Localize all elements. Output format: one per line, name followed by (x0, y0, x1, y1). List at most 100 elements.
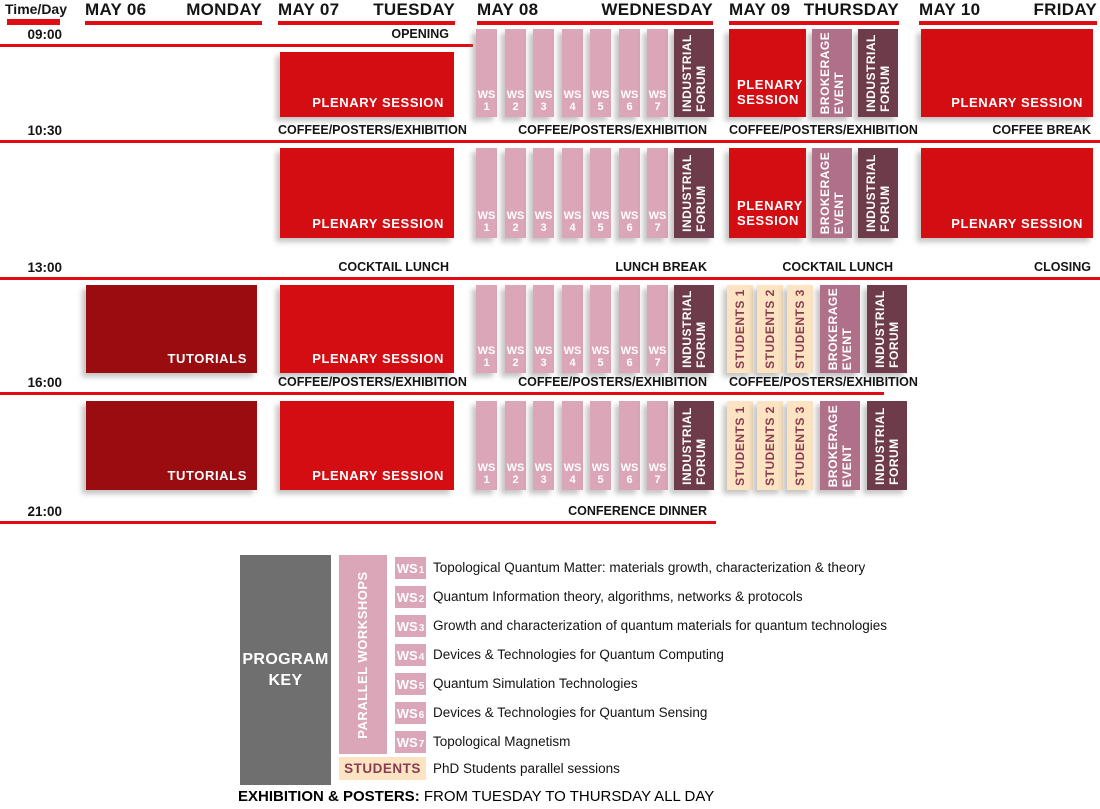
day-underline (729, 21, 899, 25)
session-label: WS 7 (648, 210, 667, 234)
session-label: BROKERAGE EVENT (818, 31, 846, 115)
workshop-badge-ws4: WS 4 (395, 644, 426, 666)
workshop-column: WS 6 (619, 29, 640, 117)
break-label: CONFERENCE DINNER (568, 504, 707, 518)
day-date: MAY 07 (278, 0, 340, 19)
session-label: WS 1 (477, 210, 496, 234)
session-label: WS 7 (648, 89, 667, 113)
session-label: WS 1 (477, 462, 496, 486)
day-header-mon: MAY 06 MONDAY (85, 0, 262, 26)
workshop-badge-number: 2 (418, 593, 425, 605)
exhibition-posters-note: EXHIBITION & POSTERS: FROM TUESDAY TO TH… (238, 788, 714, 805)
workshop-badge-ws3: WS 3 (395, 615, 426, 637)
break-label: COFFEE/POSTERS/EXHIBITION (278, 123, 467, 137)
session-label: WS 2 (506, 345, 525, 369)
students-column: STUDENTS 2 (757, 285, 783, 373)
session-label: INDUSTRIAL FORUM (873, 290, 901, 368)
session-label: WS 6 (620, 210, 639, 234)
workshop-column: WS 6 (619, 148, 640, 238)
workshop-column: WS 7 (647, 148, 668, 238)
session-label: BROKERAGE EVENT (826, 404, 854, 487)
workshop-column: WS 7 (647, 401, 668, 490)
workshop-column: WS 5 (590, 401, 611, 490)
workshop-column: WS 4 (562, 285, 583, 373)
session-label: STUDENTS 2 (763, 289, 777, 369)
session-label: WS 2 (506, 89, 525, 113)
plenary-session-block: PLENARY SESSION (729, 148, 806, 238)
day-date: MAY 09 (729, 0, 791, 19)
session-label: INDUSTRIAL FORUM (680, 290, 708, 368)
workshop-badge-number: 6 (418, 709, 425, 721)
session-label: INDUSTRIAL FORUM (864, 154, 892, 232)
brokerage-event-column: BROKERAGE EVENT (820, 401, 860, 490)
plenary-session-block: PLENARY SESSION (280, 148, 454, 238)
workshop-badge-id: WS (396, 734, 418, 750)
plenary-session-block: PLENARY SESSION (921, 29, 1093, 117)
session-label: WS 2 (506, 462, 525, 486)
workshop-column: WS 1 (476, 285, 497, 373)
session-label: INDUSTRIAL FORUM (680, 154, 708, 232)
day-header-tue: MAY 07 TUESDAY (278, 0, 455, 26)
workshop-badge-id: WS (396, 647, 418, 663)
industrial-forum-column: INDUSTRIAL FORUM (867, 285, 907, 373)
day-name: WEDNESDAY (601, 0, 713, 19)
students-legend-badge: STUDENTS (339, 757, 426, 780)
brokerage-event-column: BROKERAGE EVENT (820, 285, 860, 373)
workshop-badge-number: 7 (418, 738, 425, 750)
time-label-1030: 10:30 (27, 123, 62, 138)
break-label: COFFEE BREAK (992, 123, 1091, 137)
day-underline (278, 21, 455, 25)
day-name: TUESDAY (373, 0, 455, 19)
break-label: COFFEE/POSTERS/EXHIBITION (518, 375, 707, 389)
time-gridline-1030 (0, 140, 1100, 143)
students-column: STUDENTS 3 (787, 285, 813, 373)
tutorials-block: TUTORIALS (86, 401, 257, 490)
time-gridline-2100 (0, 521, 716, 524)
time-gridline-0900 (0, 44, 473, 47)
workshop-column: WS 1 (476, 401, 497, 490)
day-header-thu: MAY 09 THURSDAY (729, 0, 899, 26)
parallel-workshops-label: PARALLEL WORKSHOPS (355, 570, 370, 739)
session-label: WS 6 (620, 89, 639, 113)
exhibition-posters-bold: EXHIBITION & POSTERS: (238, 788, 420, 805)
session-label: INDUSTRIAL FORUM (873, 406, 901, 485)
program-key-title: PROGRAM KEY (242, 651, 329, 689)
workshop-badge-id: WS (396, 705, 418, 721)
industrial-forum-column: INDUSTRIAL FORUM (674, 285, 714, 373)
day-date: MAY 06 (85, 0, 147, 19)
workshop-badge-ws1: WS 1 (395, 557, 426, 579)
session-label: BROKERAGE EVENT (818, 151, 846, 235)
session-label: WS 3 (534, 462, 553, 486)
students-legend-description: PhD Students parallel sessions (433, 761, 620, 776)
plenary-session-block: PLENARY SESSION (280, 285, 454, 373)
workshop-badge-id: WS (396, 560, 418, 576)
session-label: TUTORIALS (167, 468, 247, 483)
tutorials-block: TUTORIALS (86, 285, 257, 373)
session-label: WS 5 (591, 89, 610, 113)
time-label-1600: 16:00 (27, 375, 62, 390)
program-key-title-block: PROGRAM KEY (240, 555, 331, 785)
session-label: WS 4 (563, 89, 582, 113)
plenary-session-block: PLENARY SESSION (280, 401, 454, 490)
session-label: WS 1 (477, 89, 496, 113)
day-underline (919, 21, 1097, 25)
workshop-column: WS 4 (562, 148, 583, 238)
workshop-column: WS 2 (505, 29, 526, 117)
session-label: PLENARY SESSION (312, 216, 444, 231)
break-label: COFFEE/POSTERS/EXHIBITION (729, 375, 918, 389)
workshop-column: WS 3 (533, 29, 554, 117)
break-label: LUNCH BREAK (615, 260, 707, 274)
workshop-description: Quantum Information theory, algorithms, … (433, 589, 803, 604)
time-day-header: Time/Day (5, 1, 67, 17)
industrial-forum-column: INDUSTRIAL FORUM (867, 401, 907, 490)
workshop-badge-ws7: WS 7 (395, 731, 426, 753)
workshop-description: Growth and characterization of quantum m… (433, 618, 887, 633)
workshop-column: WS 7 (647, 285, 668, 373)
plenary-session-block: PLENARY SESSION (921, 148, 1093, 238)
break-label: COFFEE/POSTERS/EXHIBITION (729, 123, 918, 137)
day-date: MAY 08 (477, 0, 539, 19)
industrial-forum-column: INDUSTRIAL FORUM (674, 401, 714, 490)
industrial-forum-column: INDUSTRIAL FORUM (858, 148, 898, 238)
session-label: WS 1 (477, 345, 496, 369)
day-date: MAY 10 (919, 0, 981, 19)
